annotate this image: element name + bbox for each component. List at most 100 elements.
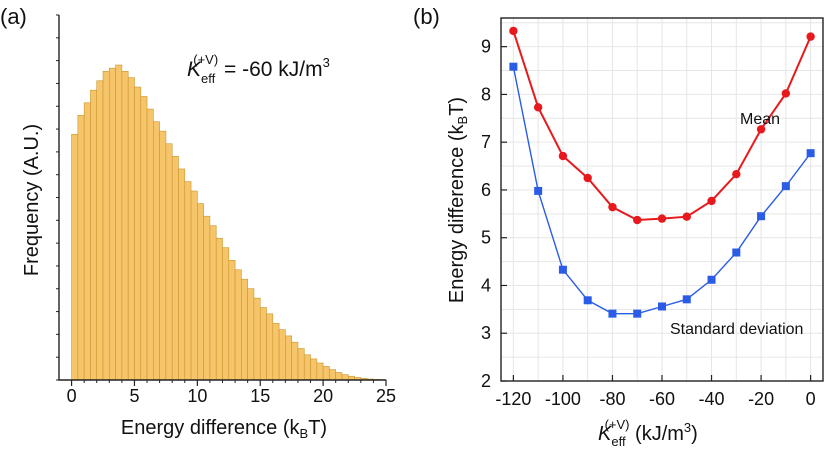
histogram-x-tick-label: 10 bbox=[187, 386, 207, 406]
mean-point bbox=[781, 89, 791, 98]
histogram-bar bbox=[297, 348, 305, 381]
histogram-bar bbox=[203, 215, 211, 381]
standard-deviation-point bbox=[781, 182, 790, 191]
mean-point bbox=[509, 26, 518, 36]
histogram-bar bbox=[140, 96, 148, 381]
histogram-bar bbox=[159, 130, 167, 381]
histogram-bar bbox=[329, 369, 336, 381]
line-y-tick-label: 6 bbox=[481, 180, 491, 200]
mean-point bbox=[682, 212, 691, 221]
histogram-bar bbox=[134, 86, 142, 381]
standard-deviation-point bbox=[583, 296, 592, 305]
panel-a-label: (a) bbox=[0, 4, 27, 29]
histogram-axes-frame bbox=[58, 15, 386, 381]
standard-deviation-point bbox=[658, 302, 666, 311]
histogram-bar bbox=[83, 102, 91, 381]
histogram-bar bbox=[127, 77, 135, 381]
histogram-bar bbox=[285, 335, 292, 381]
line-chart-series bbox=[509, 26, 815, 318]
standard-deviation-point bbox=[534, 186, 543, 195]
histogram-bar bbox=[234, 269, 242, 381]
line-chart-y-axis-label: Energy difference (kBT) bbox=[446, 97, 470, 303]
line-chart-gridlines bbox=[501, 18, 823, 382]
histogram-bar bbox=[291, 341, 299, 381]
histogram-x-ticks: 0 5 10 15 20 25 bbox=[67, 380, 396, 406]
histogram-bar bbox=[222, 247, 230, 381]
histogram-bar bbox=[115, 64, 123, 381]
histogram-x-tick-label: 15 bbox=[250, 386, 270, 406]
histogram-bar bbox=[215, 237, 223, 381]
histogram-bar bbox=[71, 134, 79, 381]
standard-deviation-point bbox=[682, 295, 691, 304]
line-y-tick-label: 8 bbox=[481, 84, 491, 104]
histogram-bar bbox=[102, 71, 110, 381]
histogram-bar bbox=[109, 67, 116, 381]
histogram-x-axis-label: Energy difference (kBT) bbox=[121, 417, 327, 441]
line-y-tick-label: 3 bbox=[481, 323, 491, 343]
histogram-bar bbox=[266, 313, 274, 381]
histogram-bar bbox=[259, 307, 267, 381]
series-label-standard-deviation: Standard deviation bbox=[670, 321, 803, 338]
line-x-tick-label: -80 bbox=[599, 389, 625, 409]
line-x-tick-label: -20 bbox=[748, 389, 774, 409]
histogram-bar bbox=[165, 143, 173, 381]
histogram-x-tick-label: 25 bbox=[376, 386, 396, 406]
histogram-bar bbox=[153, 121, 160, 381]
mean-point bbox=[583, 173, 592, 183]
histogram-bar bbox=[322, 366, 330, 381]
line-chart-x-axis-label: Keff(+V) (kJ/m3) bbox=[598, 417, 698, 449]
line-y-tick-label: 2 bbox=[481, 371, 491, 391]
histogram-x-tick-label: 5 bbox=[129, 386, 139, 406]
mean-point bbox=[707, 196, 716, 206]
standard-deviation-point bbox=[757, 212, 766, 221]
histogram-bar bbox=[253, 297, 261, 381]
mean-point bbox=[633, 215, 642, 225]
series-label-mean: Mean bbox=[740, 111, 780, 128]
line-chart-ticks: -120 -100 -80 -60 -40 -20 0 2 3 4 5 6 7 8 9 bbox=[481, 37, 816, 409]
mean-point bbox=[533, 103, 543, 112]
histogram-bar bbox=[228, 259, 236, 381]
standard-deviation-point bbox=[509, 62, 518, 71]
standard-deviation-point bbox=[707, 275, 716, 284]
histogram-bar bbox=[171, 156, 179, 381]
line-x-tick-label: 0 bbox=[806, 389, 816, 409]
histogram-x-tick-label: 0 bbox=[67, 386, 77, 406]
mean-point bbox=[806, 32, 815, 41]
histogram-y-axis-label: Frequency (A.U.) bbox=[21, 124, 43, 276]
mean-point bbox=[732, 169, 741, 179]
histogram-bar bbox=[77, 115, 85, 381]
line-x-tick-label: -120 bbox=[495, 389, 531, 409]
mean-point bbox=[558, 151, 568, 161]
histogram-bar bbox=[121, 71, 129, 381]
mean-point bbox=[756, 125, 766, 134]
histogram-bar bbox=[190, 190, 198, 381]
histogram-bar bbox=[241, 278, 248, 381]
histogram-bar bbox=[184, 181, 192, 381]
histogram-bar bbox=[96, 80, 104, 381]
histogram-bar bbox=[247, 288, 255, 381]
panel-b-label: (b) bbox=[413, 4, 440, 29]
line-y-tick-label: 4 bbox=[481, 275, 491, 295]
mean-point bbox=[657, 214, 667, 223]
standard-deviation-point bbox=[732, 248, 741, 257]
mean-point bbox=[608, 202, 617, 212]
standard-deviation-point bbox=[633, 309, 642, 318]
standard-deviation-point bbox=[806, 149, 815, 158]
line-x-tick-label: -100 bbox=[545, 389, 581, 409]
histogram-bar bbox=[209, 225, 217, 381]
histogram-bar bbox=[278, 329, 286, 381]
histogram-bar bbox=[272, 322, 280, 381]
line-y-tick-label: 7 bbox=[481, 132, 491, 152]
histogram-bar bbox=[341, 374, 349, 381]
standard-deviation-point bbox=[558, 265, 567, 274]
histogram-x-tick-label: 20 bbox=[313, 386, 333, 406]
histogram-bar bbox=[335, 372, 343, 381]
histogram-bar bbox=[146, 108, 154, 381]
line-x-tick-label: -60 bbox=[649, 389, 675, 409]
histogram-bar bbox=[90, 89, 98, 381]
histogram-bars bbox=[71, 64, 387, 381]
histogram-bar bbox=[197, 203, 204, 381]
line-y-tick-label: 9 bbox=[481, 37, 491, 57]
histogram-annotation: Keff(+V) = -60 kJ/m3 bbox=[187, 52, 330, 86]
